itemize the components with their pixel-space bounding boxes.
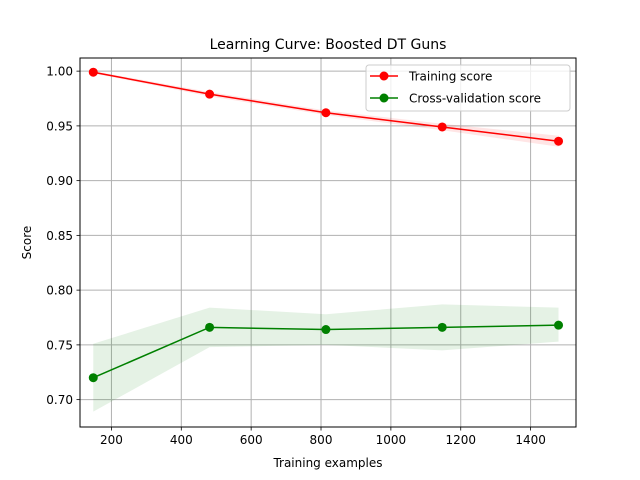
training-score-point — [205, 89, 215, 99]
y-tick-label: 0.95 — [46, 119, 73, 133]
x-tick-label: 800 — [310, 433, 333, 447]
x-tick-label: 600 — [240, 433, 263, 447]
y-tick-label: 0.70 — [46, 393, 73, 407]
plot-frame — [79, 57, 577, 428]
legend-label-cross-validation: Cross-validation score — [409, 92, 541, 106]
training-score-point — [554, 136, 564, 146]
legend-box — [365, 64, 571, 112]
training-score-point — [437, 122, 447, 132]
cross-validation-score-point — [321, 325, 331, 335]
x-tick-label: 200 — [100, 433, 123, 447]
x-tick-label: 1200 — [445, 433, 476, 447]
cross-validation-score-point — [554, 320, 564, 330]
grid — [80, 58, 576, 427]
x-axis-label: Training examples — [272, 456, 382, 470]
y-axis-label: Score — [20, 226, 34, 260]
cross-validation-score-point — [88, 373, 98, 383]
x-axis: 200 400 600 800 1000 1200 1400 — [100, 427, 546, 447]
x-tick-label: 1000 — [376, 433, 407, 447]
y-axis: 0.70 0.75 0.80 0.85 0.90 0.95 1.00 — [46, 65, 80, 407]
cross-validation-score-point — [205, 322, 215, 332]
y-tick-label: 0.90 — [46, 174, 73, 188]
cross-validation-score-point — [437, 322, 447, 332]
training-score-point — [88, 67, 98, 77]
training-score-point — [321, 108, 331, 118]
series-markers — [88, 67, 564, 383]
legend: Training score Cross-validation score — [365, 64, 571, 112]
legend-marker-cross-validation — [379, 93, 389, 103]
y-tick-label: 0.85 — [46, 229, 73, 243]
y-tick-label: 1.00 — [46, 65, 73, 79]
chart-title: Learning Curve: Boosted DT Guns — [210, 37, 447, 53]
x-tick-label: 400 — [170, 433, 193, 447]
y-tick-label: 0.80 — [46, 284, 73, 298]
x-tick-label: 1400 — [515, 433, 546, 447]
legend-marker-training — [379, 71, 389, 81]
y-tick-label: 0.75 — [46, 338, 73, 352]
legend-label-training: Training score — [408, 70, 492, 84]
